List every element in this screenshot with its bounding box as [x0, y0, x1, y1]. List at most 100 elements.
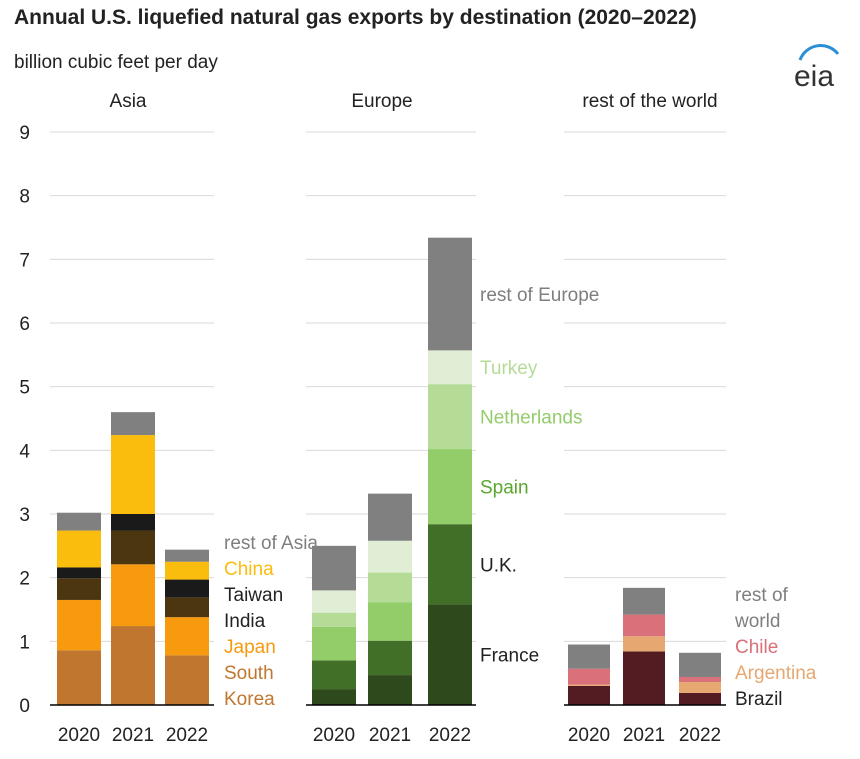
x-tick-label: 2020: [58, 725, 100, 746]
bar-segment-japan: [57, 599, 101, 651]
panel-europe: Europe 2020 2021 2022 rest of Europe Turkey Ne…: [306, 91, 599, 746]
y-tick-label: 8: [19, 187, 30, 208]
series-label: China: [224, 559, 274, 580]
bar-segment-brazil: [679, 692, 721, 705]
bar-segment-netherlands: [368, 572, 412, 603]
bar-segment-chile: [679, 676, 721, 683]
bar-segment-india: [57, 578, 101, 600]
bar-segment-rest-of-world: [623, 587, 665, 615]
eia-logo-text: eia: [794, 60, 834, 93]
bar-segment-argentina: [623, 636, 665, 652]
series-label: rest of Asia: [224, 533, 318, 554]
series-label: South Korea: [224, 663, 275, 710]
series-label-line: China: [224, 559, 274, 580]
bar-segment-argentina: [679, 682, 721, 693]
panel-title: Europe: [351, 91, 412, 112]
bar-segment-china: [111, 435, 155, 514]
y-tick-label: 5: [19, 378, 30, 399]
series-label-line: rest of: [735, 585, 789, 606]
x-tick-label: 2022: [166, 725, 208, 746]
series-label-line: world: [734, 611, 780, 632]
eia-logo: eia: [794, 44, 840, 93]
series-label: Japan: [224, 637, 276, 658]
bar-segment-japan: [111, 564, 155, 627]
series-label-line: South: [224, 663, 274, 684]
y-tick-label: 9: [19, 123, 30, 144]
series-label: India: [224, 611, 266, 632]
panel-title: rest of the world: [582, 91, 717, 112]
chart-subtitle: billion cubic feet per day: [14, 52, 218, 73]
series-label-line: Taiwan: [224, 585, 283, 606]
y-tick-label: 3: [19, 505, 30, 526]
eia-logo-arc: [798, 44, 840, 61]
series-label-line: Korea: [224, 689, 275, 710]
x-tick-label: 2022: [429, 725, 471, 746]
bar-segment-china: [165, 561, 209, 580]
bar-segment-u-k-: [428, 524, 472, 605]
series-label-line: Netherlands: [480, 408, 582, 429]
series-label-line: Argentina: [735, 663, 817, 684]
series-label: Turkey: [480, 358, 538, 379]
bar-segment-argentina: [568, 684, 610, 686]
series-label-line: Chile: [735, 637, 778, 658]
series-label-line: rest of Europe: [480, 285, 599, 306]
x-tick-label: 2021: [369, 725, 411, 746]
panel-rest-of-the-world: rest of the world 2020 2021 2022 rest of worl…: [564, 91, 817, 746]
bar-segment-rest-of-world: [568, 644, 610, 669]
bar-segment-taiwan: [165, 579, 209, 598]
series-label-line: rest of Asia: [224, 533, 318, 554]
y-tick-label: 2: [19, 569, 30, 590]
bar-segment-rest-of-asia: [111, 412, 155, 436]
series-label-line: India: [224, 611, 266, 632]
series-label: rest of Europe: [480, 285, 599, 306]
series-label: Spain: [480, 478, 529, 499]
series-label-line: Turkey: [480, 358, 538, 379]
bar-segment-netherlands: [312, 612, 356, 627]
y-tick-label: 7: [19, 250, 30, 271]
bar-segment-rest-of-europe: [368, 493, 412, 541]
bar-segment-turkey: [368, 540, 412, 573]
series-label: U.K.: [480, 555, 517, 576]
series-label: Taiwan: [224, 585, 283, 606]
bar-segment-france: [312, 689, 356, 705]
bar-segment-rest-of-asia: [57, 512, 101, 531]
x-tick-label: 2021: [623, 725, 665, 746]
series-label-line: Japan: [224, 637, 276, 658]
series-label-line: Brazil: [735, 689, 783, 710]
bar-segment-japan: [165, 617, 209, 656]
bar-segment-rest-of-asia: [165, 549, 209, 562]
bar-segment-u-k-: [312, 660, 356, 690]
bar-segment-south-korea: [111, 626, 155, 705]
bar-segment-spain: [428, 449, 472, 525]
bar-segment-south-korea: [57, 650, 101, 705]
y-tick-label: 1: [19, 632, 30, 653]
bar-segment-spain: [368, 602, 412, 641]
series-label: Chile: [735, 637, 778, 658]
x-tick-label: 2020: [313, 725, 355, 746]
bar-segment-taiwan: [57, 567, 101, 579]
bar-segment-france: [428, 604, 472, 705]
bar-segment-chile: [623, 614, 665, 637]
bar-segment-india: [111, 530, 155, 565]
series-label-line: France: [480, 646, 539, 667]
panel-asia: Asia 2020 2021 2022 rest of Asia China Taiwan I…: [50, 91, 318, 746]
bar-segment-spain: [312, 626, 356, 661]
bar-segment-rest-of-europe: [312, 545, 356, 591]
series-label: Brazil: [735, 689, 783, 710]
x-tick-label: 2020: [568, 725, 610, 746]
series-label-line: U.K.: [480, 555, 517, 576]
bar-segment-south-korea: [165, 655, 209, 705]
bar-segment-turkey: [312, 590, 356, 613]
bar-segment-brazil: [623, 651, 665, 705]
series-label: Argentina: [735, 663, 817, 684]
bar-segment-u-k-: [368, 640, 412, 676]
series-label-line: Spain: [480, 478, 529, 499]
y-tick-label: 6: [19, 314, 30, 335]
panel-title: Asia: [110, 91, 147, 112]
bar-segment-chile: [568, 668, 610, 685]
series-label: France: [480, 646, 539, 667]
bar-segment-netherlands: [428, 384, 472, 450]
bar-segment-rest-of-world: [679, 652, 721, 677]
x-tick-label: 2021: [112, 725, 154, 746]
